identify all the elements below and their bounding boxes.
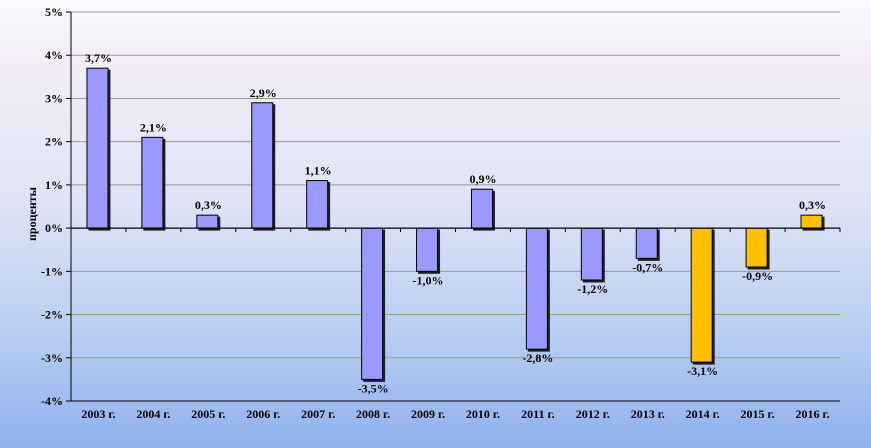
y-tick-label: 2% (45, 135, 63, 149)
bar (745, 227, 768, 268)
data-label: -0,9% (742, 269, 773, 283)
x-tick-label: 2005 г. (191, 407, 225, 421)
gridlines (71, 11, 840, 402)
y-axis-label: проценты (25, 186, 39, 241)
data-label: -3,1% (687, 364, 718, 378)
x-tick-label: 2015 г. (741, 407, 775, 421)
bar (141, 136, 164, 229)
bar (800, 214, 823, 229)
x-tick-label: 2011 г. (521, 407, 554, 421)
bars (86, 67, 823, 380)
data-label: -2,8% (522, 351, 553, 365)
x-tick-label: 2010 г. (466, 407, 500, 421)
y-tick-label: -3% (41, 351, 63, 365)
y-tick-label: 4% (45, 48, 63, 62)
axes (66, 11, 841, 402)
x-tick-label: 2013 г. (631, 407, 665, 421)
bar (525, 227, 548, 350)
data-label: 2,1% (140, 120, 167, 134)
data-label: 2,9% (250, 86, 277, 100)
bar (580, 227, 603, 281)
x-tick-label: 2014 г. (686, 407, 720, 421)
data-label: 0,3% (799, 198, 826, 212)
y-tick-label: 5% (45, 5, 63, 19)
x-tick-label: 2009 г. (411, 407, 445, 421)
data-label: -1,2% (577, 282, 608, 296)
bar (470, 188, 493, 229)
bar (690, 227, 713, 363)
x-tick-label: 2006 г. (246, 407, 280, 421)
data-label: 0,9% (469, 172, 496, 186)
data-label: -1,0% (413, 273, 444, 287)
bar (196, 214, 219, 229)
x-tick-label: 2012 г. (576, 407, 610, 421)
x-tick-label: 2016 г. (795, 407, 829, 421)
y-tick-label: -1% (41, 264, 63, 278)
data-label: 0,3% (195, 198, 222, 212)
y-tick-label: -2% (41, 308, 63, 322)
bar (306, 180, 329, 229)
data-label: 1,1% (305, 164, 332, 178)
x-tick-label: 2003 г. (81, 407, 115, 421)
data-labels: 3,7% 2,1% 0,3% 2,9% 1,1% -3,5% -1,0% 0,9% -2,8% -… (71, 51, 840, 395)
x-tick-label: 2007 г. (301, 407, 335, 421)
y-tick-label: -4% (41, 394, 63, 408)
bar (416, 227, 439, 272)
bar (251, 102, 274, 229)
bar (361, 227, 384, 380)
bar (635, 227, 658, 259)
y-tick-label: 3% (45, 91, 63, 105)
bar (86, 67, 109, 229)
data-label: -3,5% (358, 381, 389, 395)
x-tick-label: 2004 г. (136, 407, 170, 421)
y-tick-label: 1% (45, 178, 63, 192)
y-tick-label: 0% (45, 221, 63, 235)
tick-labels: -4% -3% -2% -1% 0% 1% 2% 3% 4% 5% 2003 г. 2004 г. 20… (41, 5, 830, 421)
x-tick-label: 2008 г. (356, 407, 390, 421)
data-label: 3,7% (85, 51, 112, 65)
data-label: -0,7% (632, 260, 663, 274)
